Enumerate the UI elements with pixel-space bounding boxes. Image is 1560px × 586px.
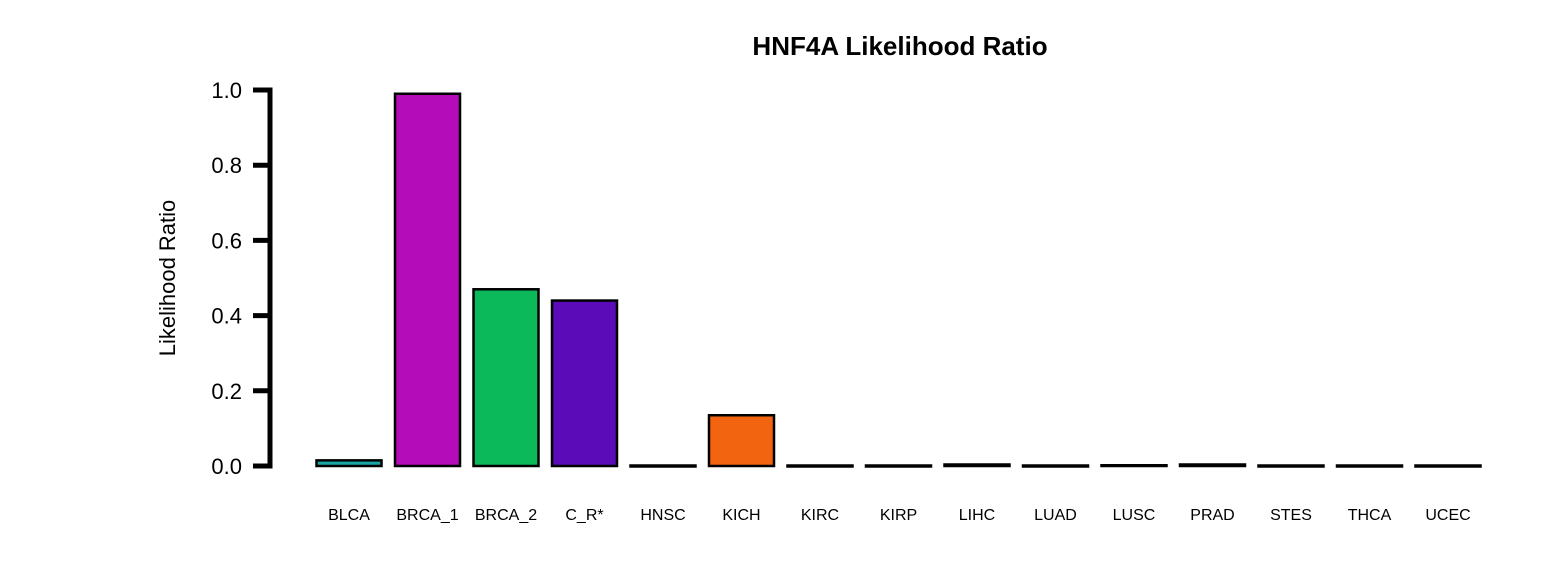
chart-title: HNF4A Likelihood Ratio — [752, 31, 1047, 61]
x-tick-label: KIRC — [801, 507, 839, 524]
y-tick-label: 0.6 — [211, 228, 242, 253]
x-tick-label: KIRP — [880, 507, 917, 524]
x-tick-label: LUAD — [1034, 507, 1077, 524]
bar-lihc — [943, 463, 1011, 468]
bar-kirc — [786, 464, 854, 468]
y-ticks: 0.0 0.2 0.4 0.6 0.8 1.0 — [211, 78, 270, 479]
bars — [315, 92, 1482, 468]
y-tick-label: 0.2 — [211, 379, 242, 404]
bar-brca-1 — [393, 92, 462, 468]
x-tick-label: C_R* — [565, 507, 603, 524]
bar-hnsc — [629, 464, 697, 468]
bar-prad — [1178, 463, 1247, 468]
bar-ucec — [1414, 464, 1482, 468]
x-tick-label: KICH — [722, 507, 760, 524]
x-tick-label: BRCA_1 — [396, 507, 458, 524]
x-tick-label: LUSC — [1113, 507, 1156, 524]
y-tick-label: 0.8 — [211, 153, 242, 178]
bar-lusc — [1100, 463, 1168, 468]
y-axis-label: Likelihood Ratio — [155, 200, 180, 357]
bar-stes — [1257, 464, 1325, 468]
bar-c-r- — [550, 299, 619, 468]
x-tick-label: THCA — [1348, 507, 1392, 524]
bar-luad — [1021, 464, 1090, 468]
bar-thca — [1335, 464, 1404, 468]
x-tick-label: STES — [1270, 507, 1312, 524]
x-tick-label: BRCA_2 — [475, 507, 537, 524]
bar-kirp — [864, 464, 933, 468]
x-tick-labels: BLCA BRCA_1 BRCA_2 C_R* HNSC KICH KIRC KIRP LIHC… — [328, 507, 1471, 524]
bar-blca — [315, 459, 383, 468]
bar-kich — [707, 413, 776, 468]
x-tick-label: PRAD — [1190, 507, 1234, 524]
x-tick-label: UCEC — [1425, 507, 1470, 524]
x-tick-label: BLCA — [328, 507, 370, 524]
x-tick-label: LIHC — [959, 507, 995, 524]
y-tick-label: 0.4 — [211, 304, 242, 329]
bar-brca-2 — [472, 288, 540, 468]
x-tick-label: HNSC — [640, 507, 685, 524]
y-tick-label: 0.0 — [211, 454, 242, 479]
y-tick-label: 1.0 — [211, 78, 242, 103]
